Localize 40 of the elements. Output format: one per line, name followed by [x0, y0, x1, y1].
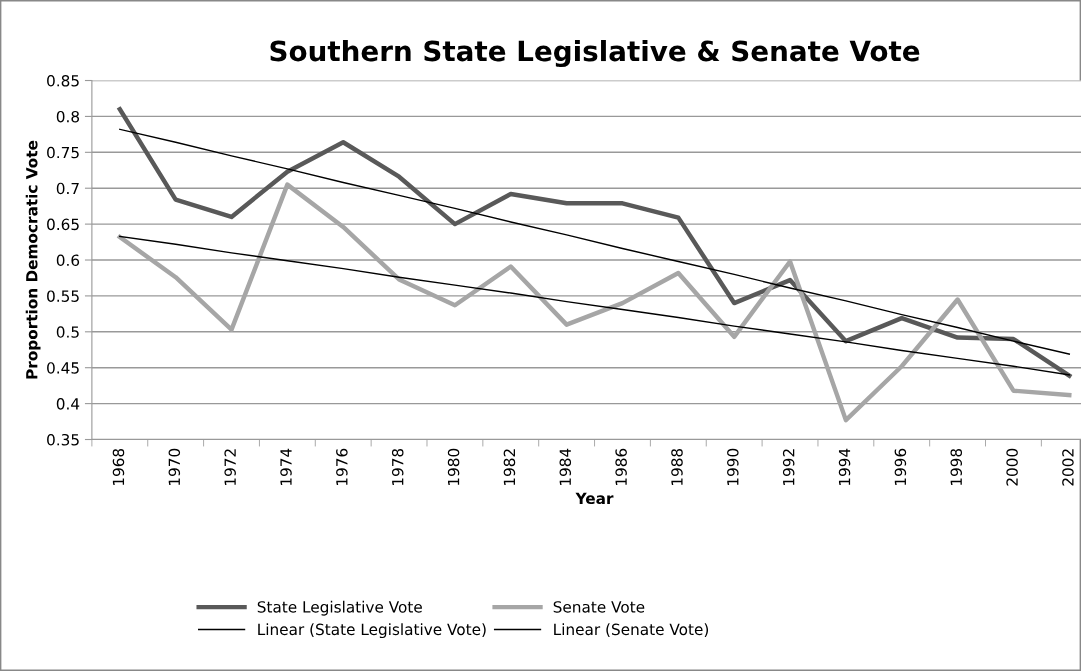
- legend-label: Senate Vote: [553, 601, 645, 613]
- x-tick-label: 1994: [838, 448, 851, 486]
- legend-label: State Legislative Vote: [257, 600, 422, 616]
- x-tick-label: 1996: [894, 448, 907, 486]
- x-tick-label: 1984: [559, 448, 572, 486]
- x-tick-label: 1972: [224, 449, 236, 486]
- y-tick-label: 0.35: [47, 433, 79, 446]
- x-tick-label: 1970: [168, 448, 181, 486]
- x-tick-label: 1998: [950, 448, 963, 486]
- x-tick-label: 2002: [1062, 449, 1074, 486]
- y-tick-label: 0.65: [47, 218, 79, 231]
- x-tick-label: 1986: [615, 448, 627, 486]
- x-tick-label: 1974: [280, 448, 292, 486]
- x-tick-label: 1980: [447, 448, 460, 486]
- x-tick-label: 1990: [727, 448, 739, 486]
- line-series: [117, 182, 1072, 423]
- y-tick-label: 0.55: [47, 290, 79, 302]
- x-axis-title: Year: [575, 492, 614, 505]
- y-tick-label: 0.4: [56, 398, 80, 410]
- y-tick-label: 0.45: [47, 362, 79, 374]
- y-tick-label: 0.85: [47, 74, 79, 87]
- line-series: [119, 128, 1070, 355]
- y-axis-title: Proportion Democratic Vote: [25, 140, 41, 379]
- legend-label: Linear (Senate Vote): [554, 623, 709, 637]
- x-tick-label: 1968: [112, 448, 125, 486]
- legend-label: Linear (State Legislative Vote): [258, 623, 486, 639]
- x-tick-label: 1978: [391, 448, 404, 486]
- y-tick-label: 0.5: [56, 326, 79, 338]
- x-tick-label: 1992: [782, 449, 795, 486]
- x-tick-label: 1982: [503, 449, 516, 486]
- line-series: [117, 107, 1072, 378]
- x-tick-label: 1976: [336, 448, 348, 486]
- chart-title: Southern State Legislative & Senate Vote: [270, 39, 920, 68]
- y-tick-label: 0.7: [56, 182, 79, 195]
- y-tick-label: 0.6: [56, 254, 80, 267]
- y-tick-label: 0.8: [56, 110, 80, 123]
- x-tick-label: 1988: [671, 448, 683, 486]
- x-tick-label: 2000: [1006, 448, 1018, 486]
- line-series: [119, 235, 1070, 376]
- y-tick-label: 0.75: [47, 146, 79, 159]
